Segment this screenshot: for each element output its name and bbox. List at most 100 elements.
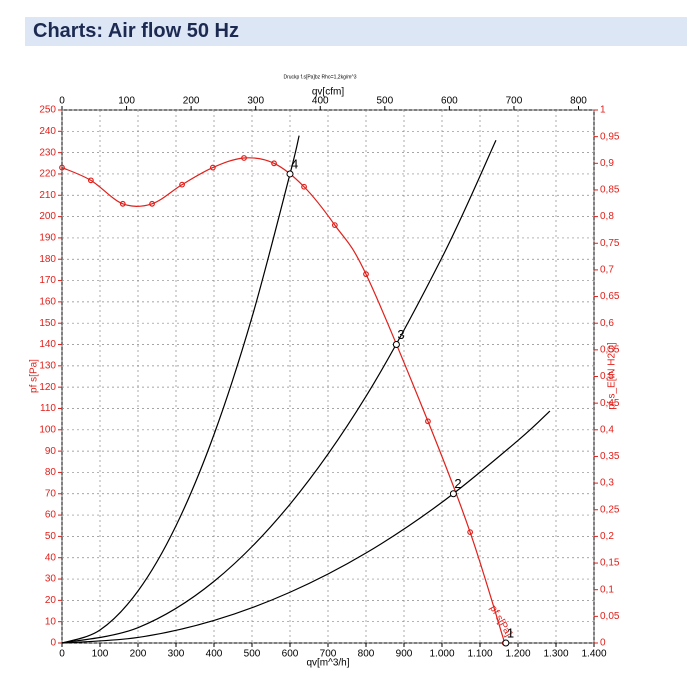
point-marker bbox=[301, 183, 307, 190]
y-tick-label: 70 bbox=[45, 488, 57, 499]
point-marker bbox=[363, 271, 369, 278]
y2-axis-label: pf s_E[IN H2O] bbox=[607, 342, 618, 409]
y2-tick-label: 0 bbox=[600, 638, 606, 649]
x2-tick-label: 700 bbox=[506, 96, 523, 107]
operating-point-label: 1 bbox=[507, 625, 514, 640]
x-tick-label: 200 bbox=[130, 649, 147, 660]
y-tick-label: 220 bbox=[39, 169, 56, 180]
x-axis-label: qv[m^3/h] bbox=[306, 658, 349, 669]
x2-tick-label: 400 bbox=[312, 96, 329, 107]
y-tick-label: 90 bbox=[45, 446, 57, 457]
x-tick-label: 900 bbox=[396, 649, 413, 660]
y-tick-label: 50 bbox=[45, 531, 57, 542]
y-tick-label: 150 bbox=[39, 318, 56, 329]
operating-point-label: 4 bbox=[291, 156, 298, 171]
y-tick-label: 110 bbox=[40, 403, 56, 414]
operating-point bbox=[286, 170, 294, 178]
series-line bbox=[61, 410, 551, 644]
y-tick-label: 30 bbox=[45, 574, 57, 585]
y2-tick-label: 0,15 bbox=[600, 558, 620, 569]
x-tick-label: 1.000 bbox=[429, 649, 454, 660]
y2-tick-label: 0,5 bbox=[600, 371, 614, 382]
chart-title: Druckp f.s[Pa]bz Rho=1,2kg/m^3 bbox=[283, 74, 356, 80]
x-tick-label: 600 bbox=[282, 649, 299, 660]
point-marker bbox=[209, 164, 216, 171]
x2-tick-label: 100 bbox=[118, 96, 135, 107]
y-axis-label: pf s[Pa] bbox=[29, 359, 40, 393]
y-tick-label: 0 bbox=[50, 638, 56, 649]
y2-tick-label: 0,75 bbox=[600, 238, 620, 249]
y-tick-label: 180 bbox=[39, 254, 56, 265]
point-marker bbox=[271, 160, 277, 167]
y2-tick-label: 0,35 bbox=[600, 451, 620, 462]
y-tick-label: 170 bbox=[39, 275, 56, 286]
point-marker bbox=[331, 222, 338, 229]
series-line bbox=[61, 157, 506, 644]
y2-tick-label: 0,55 bbox=[600, 344, 620, 355]
x-tick-label: 0 bbox=[59, 649, 65, 660]
point-marker bbox=[467, 529, 474, 536]
point-marker bbox=[119, 200, 126, 207]
x2-tick-label: 800 bbox=[570, 96, 587, 107]
x-tick-label: 300 bbox=[168, 649, 185, 660]
point-marker bbox=[87, 177, 94, 184]
y-tick-label: 210 bbox=[39, 190, 56, 201]
y-tick-label: 140 bbox=[39, 339, 56, 350]
point-marker bbox=[241, 155, 247, 161]
y-tick-label: 20 bbox=[45, 595, 57, 606]
y2-tick-label: 0,3 bbox=[600, 478, 614, 489]
x-tick-label: 400 bbox=[206, 649, 223, 660]
y2-tick-label: 0,7 bbox=[600, 265, 614, 276]
y-tick-label: 130 bbox=[39, 360, 56, 371]
y-tick-label: 120 bbox=[39, 382, 56, 393]
y-tick-label: 160 bbox=[39, 297, 56, 308]
operating-point-label: 3 bbox=[397, 327, 404, 342]
y-tick-label: 230 bbox=[39, 147, 56, 158]
x-tick-label: 800 bbox=[358, 649, 375, 660]
x-tick-label: 1.100 bbox=[467, 649, 492, 660]
y-tick-label: 190 bbox=[39, 233, 56, 244]
y2-tick-label: 0,4 bbox=[600, 424, 614, 435]
y-tick-label: 80 bbox=[45, 467, 57, 478]
y2-tick-label: 0,2 bbox=[600, 531, 614, 542]
operating-point bbox=[502, 639, 510, 647]
y-tick-label: 10 bbox=[45, 616, 57, 627]
operating-point-label: 2 bbox=[454, 476, 461, 491]
x2-tick-label: 500 bbox=[376, 96, 393, 107]
x2-tick-label: 200 bbox=[183, 96, 200, 107]
y-tick-label: 100 bbox=[39, 424, 56, 435]
operating-point bbox=[392, 341, 400, 349]
point-marker bbox=[179, 181, 185, 188]
x2-tick-label: 600 bbox=[441, 96, 458, 107]
header: Charts: Air flow 50 Hz bbox=[25, 17, 687, 46]
y2-tick-label: 0,05 bbox=[600, 611, 620, 622]
y2-tick-label: 0,25 bbox=[600, 504, 620, 515]
point-marker bbox=[59, 164, 65, 171]
y-tick-label: 200 bbox=[39, 211, 56, 222]
x-tick-label: 700 bbox=[320, 649, 337, 660]
point-marker bbox=[425, 418, 431, 425]
point-marker bbox=[149, 200, 155, 207]
y-tick-label: 60 bbox=[45, 510, 57, 521]
x2-tick-label: 0 bbox=[59, 96, 65, 107]
operating-point bbox=[449, 490, 457, 498]
y2-tick-label: 0,9 bbox=[600, 158, 614, 169]
x-tick-label: 500 bbox=[244, 649, 261, 660]
y2-tick-label: 0,95 bbox=[600, 131, 620, 142]
y-tick-label: 250 bbox=[39, 105, 56, 116]
y-tick-label: 40 bbox=[45, 552, 57, 563]
y2-tick-label: 1 bbox=[600, 105, 606, 116]
x-tick-label: 1.200 bbox=[505, 649, 530, 660]
y2-tick-label: 0,65 bbox=[600, 291, 620, 302]
y-tick-label: 240 bbox=[39, 126, 56, 137]
header-title: Charts: Air flow 50 Hz bbox=[33, 20, 239, 42]
x-tick-label: 1.300 bbox=[543, 649, 568, 660]
y2-tick-label: 0,45 bbox=[600, 398, 620, 409]
x-tick-label: 1.400 bbox=[581, 649, 606, 660]
x-tick-label: 100 bbox=[92, 649, 109, 660]
y2-tick-label: 0,6 bbox=[600, 318, 614, 329]
series-line bbox=[61, 135, 300, 644]
y2-tick-label: 0,85 bbox=[600, 185, 620, 196]
